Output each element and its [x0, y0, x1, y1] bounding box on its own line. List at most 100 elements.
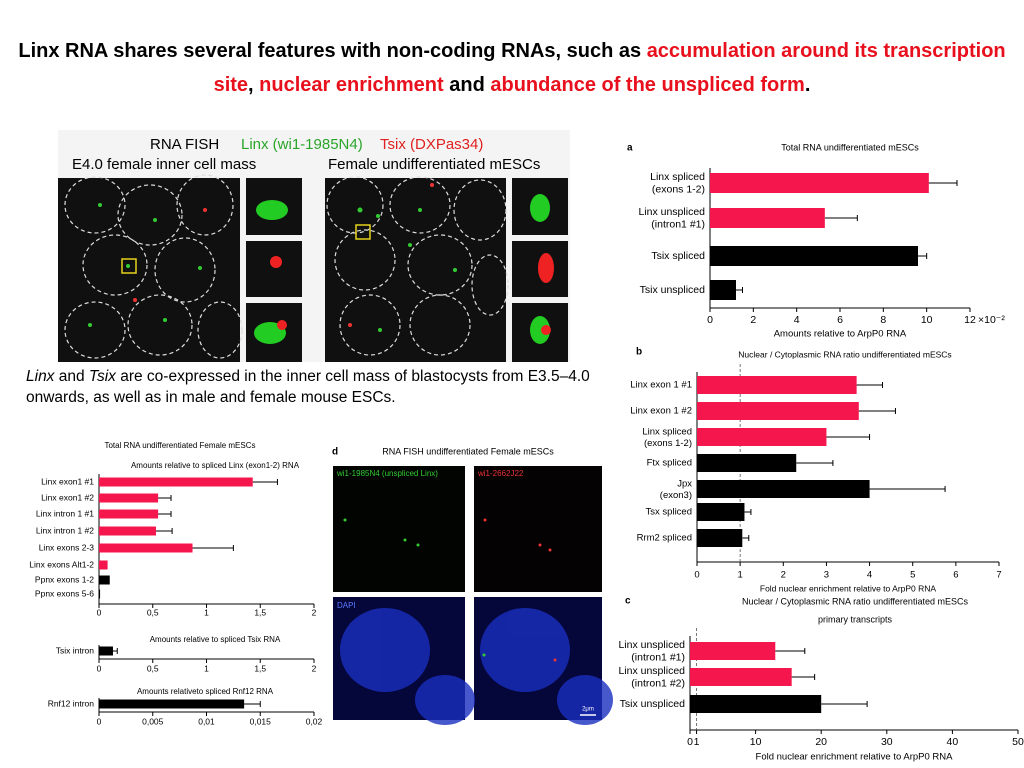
bar: [697, 376, 857, 394]
x-tick-label: 30: [881, 736, 893, 748]
x-tick-label: 2: [312, 663, 317, 673]
panel-letter: c: [625, 596, 631, 607]
chart-subtitle: Amounts relative to spliced Tsix RNA: [150, 635, 281, 644]
chart-title: Nuclear / Cytoplasmic RNA ratio undiffer…: [738, 349, 951, 359]
fish-header: Linx (wi1-1985N4): [241, 136, 363, 153]
bar: [99, 526, 156, 536]
bar: [690, 668, 792, 686]
bar: [690, 695, 822, 713]
x-tick-label: 50: [1012, 736, 1024, 748]
error-bar: [775, 648, 806, 654]
caption-part: Linx: [26, 368, 55, 385]
category-label: Tsix intron: [56, 645, 95, 655]
micrograph: [58, 174, 568, 362]
error-bar: [918, 253, 928, 259]
x-tick-label: 10: [750, 736, 762, 748]
category-label: Linx unspliced (intron1 #1): [618, 639, 685, 664]
x-tick-label: 0,02: [306, 716, 323, 726]
error-bar: [744, 509, 752, 515]
scale-bar-label: 2μm: [582, 707, 594, 713]
category-label: Rnf12 intron: [48, 698, 95, 708]
bar: [99, 560, 108, 570]
x-tick-label: 0,5: [147, 663, 159, 673]
x-tick-label: 0,5: [147, 607, 159, 617]
fish-label: E4.0 female inner cell mass: [72, 156, 256, 173]
bar: [697, 480, 870, 498]
category-label: Tsix unspliced: [620, 698, 686, 710]
x-tick-label: 40: [947, 736, 959, 748]
category-label: Ppnx exons 1-2: [35, 574, 94, 584]
error-bar: [856, 382, 884, 388]
slide-title: Linx RNA shares several features with no…: [0, 34, 1024, 102]
bar: [99, 646, 113, 656]
bar: [99, 699, 245, 709]
x-tick-label: 0: [707, 314, 713, 326]
caption: Linx and Tsix are co-expressed in the in…: [26, 366, 616, 408]
x-tick-label: 6: [953, 570, 958, 581]
category-label: Jpx (exon3): [660, 478, 692, 501]
error-bar: [796, 460, 834, 466]
x-tick-label: 1: [204, 607, 209, 617]
micrograph: [333, 466, 613, 725]
category-label: Linx exons 2-3: [39, 542, 95, 552]
title-part: Linx RNA shares several features with no…: [18, 40, 647, 62]
bar: [697, 454, 797, 472]
error-bar: [244, 701, 261, 707]
x-tick-label: 1,5: [254, 607, 266, 617]
bar: [690, 642, 776, 660]
bar: [710, 246, 918, 266]
x-tick-label: 0,01: [198, 716, 215, 726]
category-label: Linx exon 1 #1: [630, 380, 692, 391]
chart-title: Total RNA undifferentiated Female mESCs: [104, 441, 255, 450]
x-tick-label: 0,015: [250, 716, 272, 726]
category-label: Rrm2 spliced: [637, 533, 692, 544]
category-label: Ftx spliced: [647, 458, 692, 469]
x-axis-label: Fold nuclear enrichment relative to ArpP…: [756, 752, 954, 763]
x-tick-label: 0,005: [142, 716, 164, 726]
fish-header: RNA FISH: [150, 136, 219, 153]
bar: [99, 493, 159, 503]
x-tick-label: 5: [910, 570, 915, 581]
bar: [710, 173, 929, 193]
bar: [99, 477, 253, 487]
x-tick-label: 1,5: [254, 663, 266, 673]
error-bar: [192, 545, 234, 551]
bar: [99, 543, 193, 553]
category-label: Linx spliced (exons 1-2): [642, 426, 692, 449]
x-tick-label: 2: [781, 570, 786, 581]
title-part: nuclear enrichment: [259, 74, 444, 96]
error-bar: [158, 511, 172, 517]
bar: [697, 402, 859, 420]
x-tick-label: 0: [694, 570, 699, 581]
bar: [99, 575, 110, 585]
bar: [710, 208, 825, 228]
x-tick-label: 7: [996, 570, 1001, 581]
category-label: Tsix unspliced: [640, 284, 706, 296]
channel-label: DAPI: [337, 601, 356, 610]
chart-title: Total RNA undifferentiated mESCs: [781, 142, 919, 152]
caption-part: and: [54, 368, 89, 385]
x-tick-label: 3: [824, 570, 829, 581]
x-tick-label: 0: [97, 607, 102, 617]
panel-letter: a: [627, 143, 633, 154]
fish-header: Tsix (DXPas34): [380, 136, 483, 153]
chart-title: Nuclear / Cytoplasmic RNA ratio undiffer…: [742, 596, 968, 606]
x-tick-label: 0: [97, 663, 102, 673]
x-tick-label: 2: [750, 314, 756, 326]
category-label: Tsix spliced: [651, 250, 705, 262]
category-label: Linx spliced (exons 1-2): [650, 171, 705, 196]
chart-subtitle: primary transcripts: [818, 614, 893, 624]
bar: [697, 529, 743, 547]
axis-scale-label: ×10⁻²: [978, 314, 1005, 326]
error-bar: [252, 479, 278, 485]
caption-part: are co-expressed in the inner cell mass …: [26, 368, 590, 406]
title-part: ,: [248, 74, 260, 96]
error-bar: [742, 535, 750, 541]
error-bar: [858, 408, 896, 414]
x-tick-label: 8: [880, 314, 886, 326]
x-tick-label: 1: [694, 736, 700, 748]
x-tick-label: 2: [312, 607, 317, 617]
x-tick-label: 0: [687, 736, 693, 748]
